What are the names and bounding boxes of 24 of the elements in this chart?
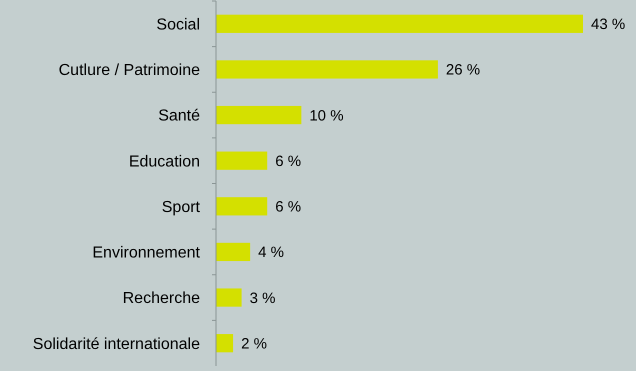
data-label: 4 % (258, 244, 284, 262)
y-tick-label: Environnement (92, 244, 201, 262)
bar (216, 60, 438, 79)
data-label: 3 % (250, 290, 276, 307)
data-label: 2 % (241, 335, 267, 352)
bar (216, 152, 268, 170)
data-label: 6 % (275, 152, 302, 170)
data-label: 10 % (309, 107, 344, 124)
y-tick-label: Social (156, 16, 200, 34)
bar (216, 14, 583, 33)
data-label: 26 % (446, 62, 480, 79)
y-tick-label: Recherche (122, 290, 200, 308)
y-tick-label: Solidarité internationale (32, 336, 200, 353)
data-label: 43 % (591, 16, 626, 34)
bar (216, 334, 234, 352)
y-tick-label: Sport (162, 198, 201, 216)
bar (216, 106, 302, 124)
data-label: 6 % (275, 198, 302, 216)
bar (216, 288, 242, 307)
bar (216, 197, 268, 216)
bar (216, 242, 250, 262)
y-tick-label: Cutlure / Patrimoine (58, 62, 200, 80)
y-tick-label: Education (128, 153, 200, 170)
y-tick-label: Santé (158, 108, 200, 125)
